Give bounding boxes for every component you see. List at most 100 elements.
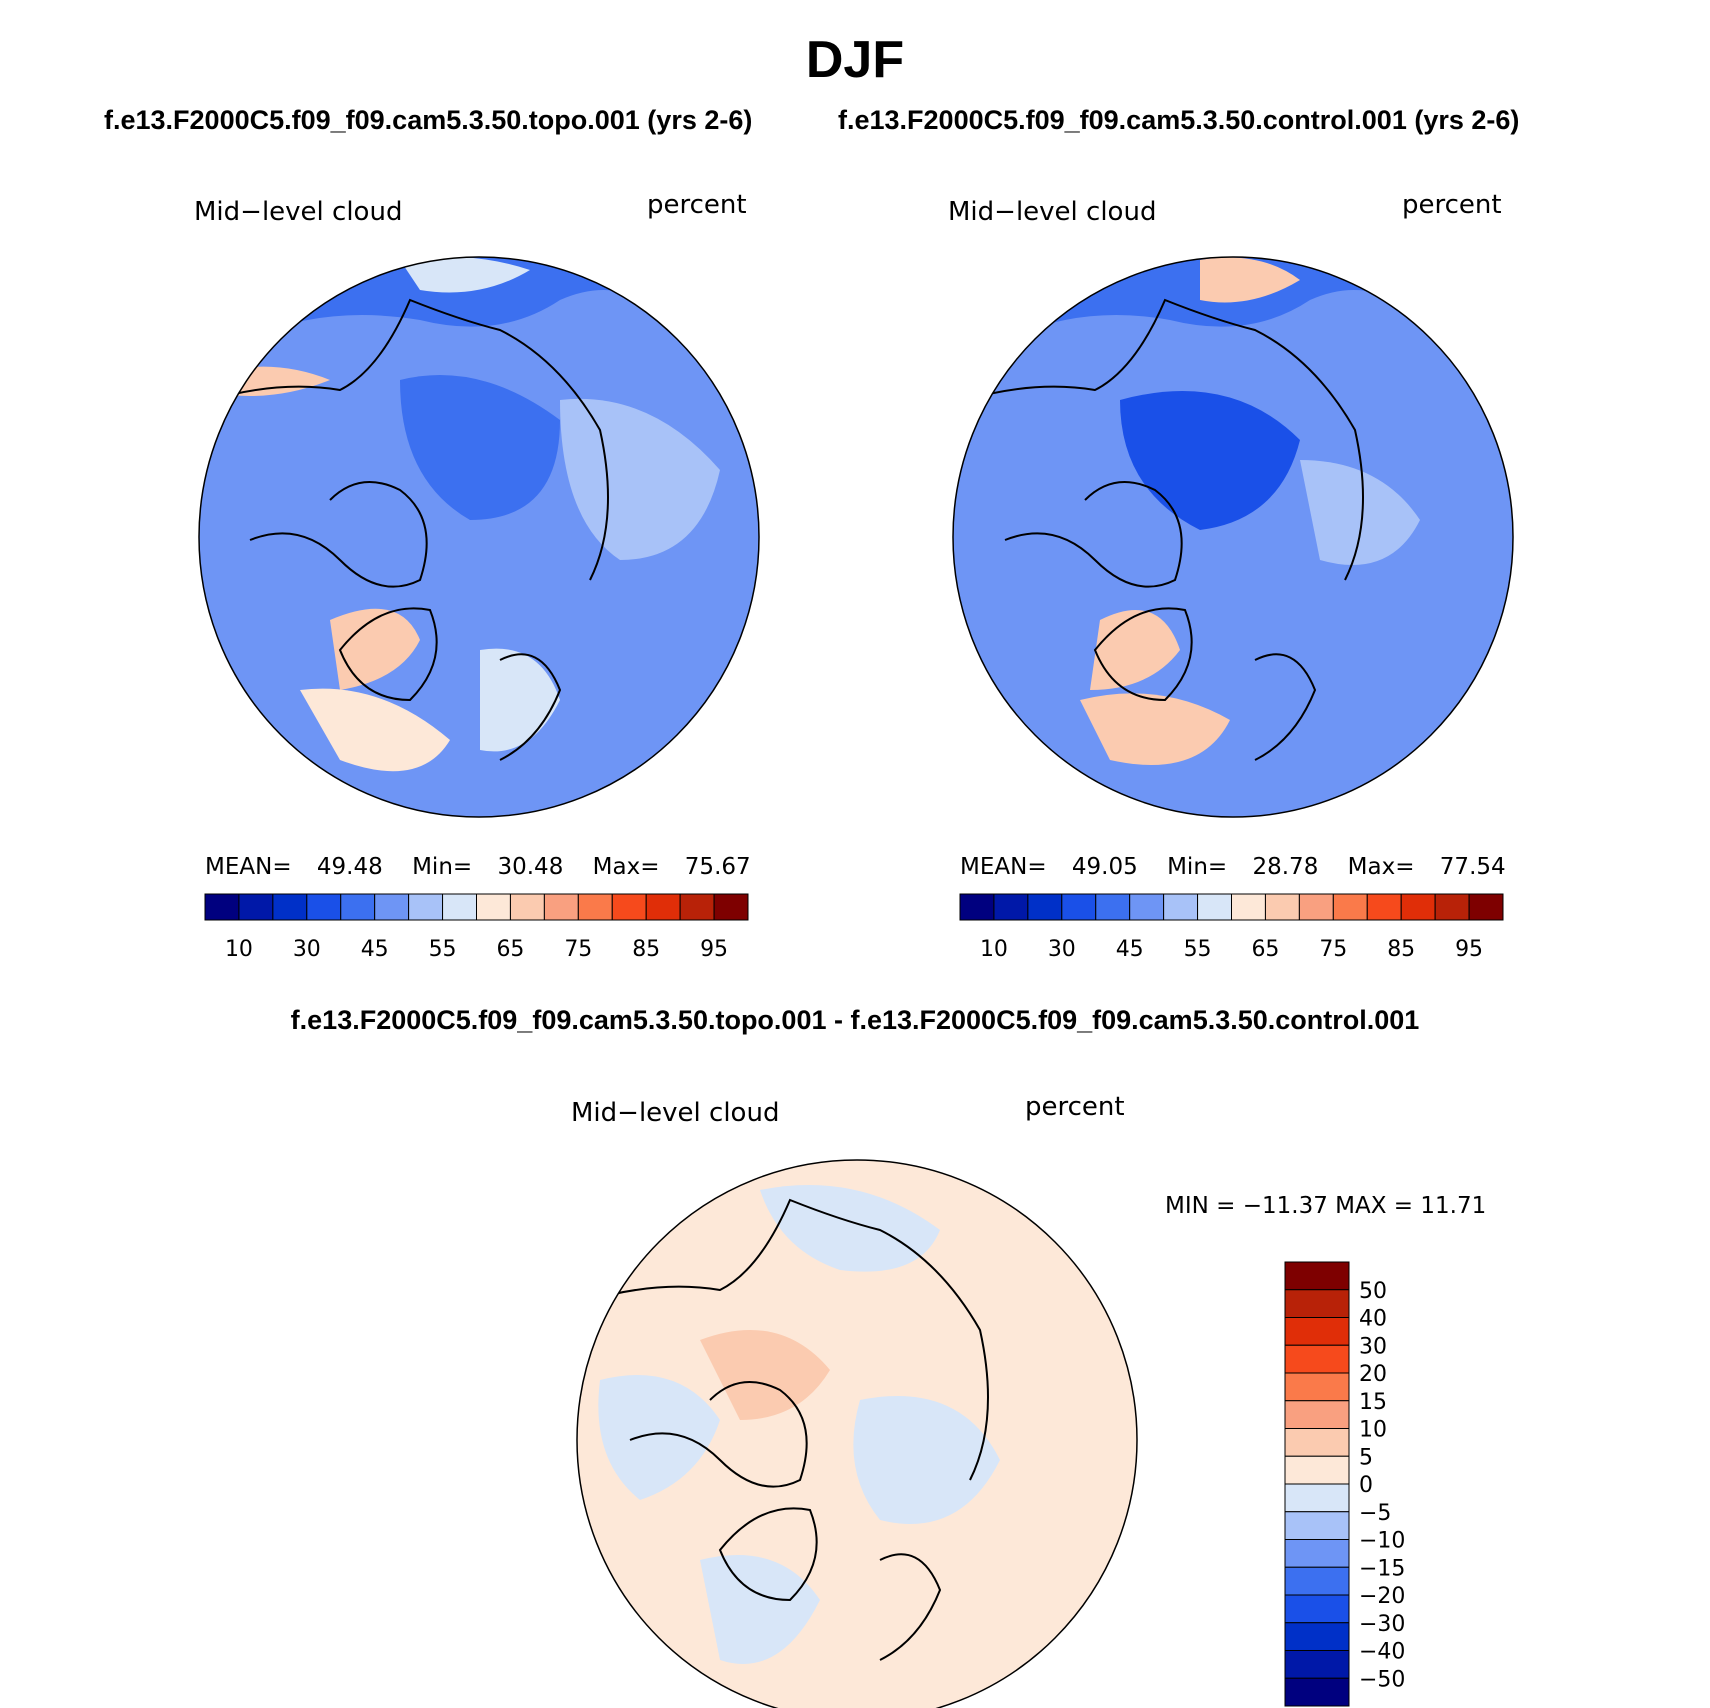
- topo-colorbar-label: 30: [293, 937, 321, 962]
- topo-colorbar-label: 75: [564, 937, 592, 962]
- topo-mean-label: MEAN=: [205, 854, 292, 880]
- topo-cloud-region-north: [200, 257, 759, 420]
- diff-colorbar-box: [1284, 1511, 1350, 1540]
- control-colorbar-box: [1298, 893, 1334, 921]
- diff-colorbar-label: 15: [1359, 1390, 1387, 1415]
- diff-map-border: [576, 1159, 1138, 1708]
- diff-colorbar-label: −40: [1359, 1640, 1405, 1665]
- topo-map-border: [198, 256, 760, 818]
- control-stats: MEAN= 49.05 Min= 28.78 Max= 77.54: [960, 854, 1506, 880]
- topo-atlantic-warm: [300, 688, 450, 772]
- diff-colorbar-label: −50: [1359, 1667, 1405, 1692]
- diff-colorbar-label: −30: [1359, 1612, 1405, 1637]
- diff-coastline-canada: [629, 1381, 808, 1488]
- topo-colorbar-box: [713, 893, 749, 921]
- topo-colorbar-box: [577, 893, 613, 921]
- control-max-label: Max=: [1347, 854, 1415, 880]
- diff-coastline-scandinavia: [879, 1553, 942, 1661]
- control-units-label: percent: [1402, 190, 1502, 220]
- topo-coastline-canada: [249, 481, 428, 588]
- figure-title: DJF: [805, 31, 905, 89]
- difference-title: f.e13.F2000C5.f09_f09.cam5.3.50.topo.001…: [290, 1005, 1420, 1035]
- diff-colorbar-label: 10: [1359, 1418, 1387, 1443]
- topo-colorbar-box: [611, 893, 647, 921]
- control-colorbar-box: [1400, 893, 1436, 921]
- diff-colorbar-label: −5: [1359, 1501, 1391, 1526]
- control-colorbar: 10 30 45 55 65 75 85 95: [959, 893, 1504, 962]
- topo-arctic-core: [400, 375, 560, 520]
- control-greenland-high: [1090, 610, 1180, 690]
- topo-stats: MEAN= 49.48 Min= 30.48 Max= 75.67: [205, 854, 751, 880]
- diff-polar-map: [576, 1159, 1138, 1708]
- diff-colorbar-box: [1284, 1677, 1350, 1707]
- control-colorbar-box: [1095, 893, 1131, 921]
- control-cloud-region-north: [960, 257, 1513, 420]
- diff-region-negative-4: [700, 1555, 820, 1664]
- diff-colorbar-box: [1284, 1344, 1350, 1374]
- topo-colorbar-box: [509, 893, 545, 921]
- topo-colorbar-box: [408, 893, 444, 921]
- diff-minmax: MIN = −11.37 MAX = 11.71: [1165, 1193, 1487, 1219]
- topo-colorbar-label: 65: [496, 937, 524, 962]
- control-colorbar-box: [1163, 893, 1199, 921]
- diff-colorbar-box: [1284, 1400, 1350, 1429]
- control-colorbar-label: 65: [1251, 937, 1279, 962]
- control-colorbar-label: 85: [1387, 937, 1415, 962]
- control-mean-value: 49.05: [1071, 854, 1138, 880]
- diff-colorbar-box: [1284, 1566, 1350, 1596]
- control-coastline-greenland: [1093, 607, 1193, 702]
- topo-colorbar-box: [272, 893, 308, 921]
- control-colorbar-box: [959, 893, 995, 921]
- diff-region-negative-3: [853, 1396, 1000, 1524]
- diff-colorbar-label: −20: [1359, 1584, 1405, 1609]
- topo-colorbar-label: 85: [632, 937, 660, 962]
- control-colorbar-label: 95: [1455, 937, 1483, 962]
- control-coastline-eurasia: [964, 298, 1364, 581]
- diff-colorbar-label: 30: [1359, 1334, 1387, 1359]
- topo-colorbar-box: [679, 893, 715, 921]
- topo-min-value: 30.48: [497, 854, 564, 880]
- control-arctic-core: [1120, 391, 1300, 530]
- topo-colorbar-box: [476, 893, 511, 921]
- topo-coastline-scandinavia: [499, 653, 562, 761]
- topo-colorbar-label: 45: [361, 937, 389, 962]
- topo-colorbar-label: 10: [225, 937, 253, 962]
- diff-region-positive-1: [700, 1330, 830, 1420]
- control-colorbar-box: [1468, 893, 1504, 921]
- control-colorbar-box: [1231, 893, 1266, 921]
- diff-colorbar-label: −10: [1359, 1529, 1405, 1554]
- control-case-title: f.e13.F2000C5.f09_f09.cam5.3.50.control.…: [838, 105, 1520, 135]
- diff-colorbar-box: [1284, 1650, 1350, 1679]
- control-colorbar-label: 10: [980, 937, 1008, 962]
- diff-colorbar-box: [1284, 1483, 1350, 1513]
- control-colorbar-box: [1434, 893, 1470, 921]
- diff-colorbar-label: 40: [1359, 1307, 1387, 1332]
- control-min-label: Min=: [1167, 854, 1228, 880]
- control-colorbar-box: [1027, 893, 1063, 921]
- diff-colorbar-label: −15: [1359, 1556, 1405, 1581]
- control-coastline-scandinavia: [1254, 653, 1317, 761]
- diff-colorbar-label: 5: [1359, 1445, 1373, 1470]
- control-colorbar-label: 45: [1116, 937, 1144, 962]
- diff-coastline-eurasia: [589, 1198, 989, 1481]
- topo-polar-map: [198, 256, 760, 818]
- diff-colorbar-label: 20: [1359, 1362, 1387, 1387]
- topo-case-title: f.e13.F2000C5.f09_f09.cam5.3.50.topo.001…: [104, 105, 753, 135]
- topo-coastline-greenland: [338, 607, 438, 702]
- diff-units-label: percent: [1025, 1092, 1125, 1122]
- control-mean-label: MEAN=: [960, 854, 1047, 880]
- topo-mean-value: 49.48: [316, 854, 383, 880]
- topo-colorbar-label: 55: [429, 937, 457, 962]
- topo-colorbar-box: [204, 893, 240, 921]
- control-atlantic-warm: [1080, 693, 1230, 765]
- control-cloud-region-pacific: [1200, 257, 1300, 303]
- control-coastline-canada: [1004, 481, 1183, 588]
- topo-colorbar-box: [306, 893, 342, 921]
- control-cloud-region-3: [1300, 460, 1420, 565]
- topo-units-label: percent: [647, 190, 747, 220]
- topo-min-label: Min=: [412, 854, 473, 880]
- control-colorbar-box: [1264, 893, 1300, 921]
- control-colorbar-box: [1129, 893, 1165, 921]
- topo-cloud-region-pacific: [400, 257, 530, 293]
- topo-cloud-region-warm-1: [230, 366, 330, 396]
